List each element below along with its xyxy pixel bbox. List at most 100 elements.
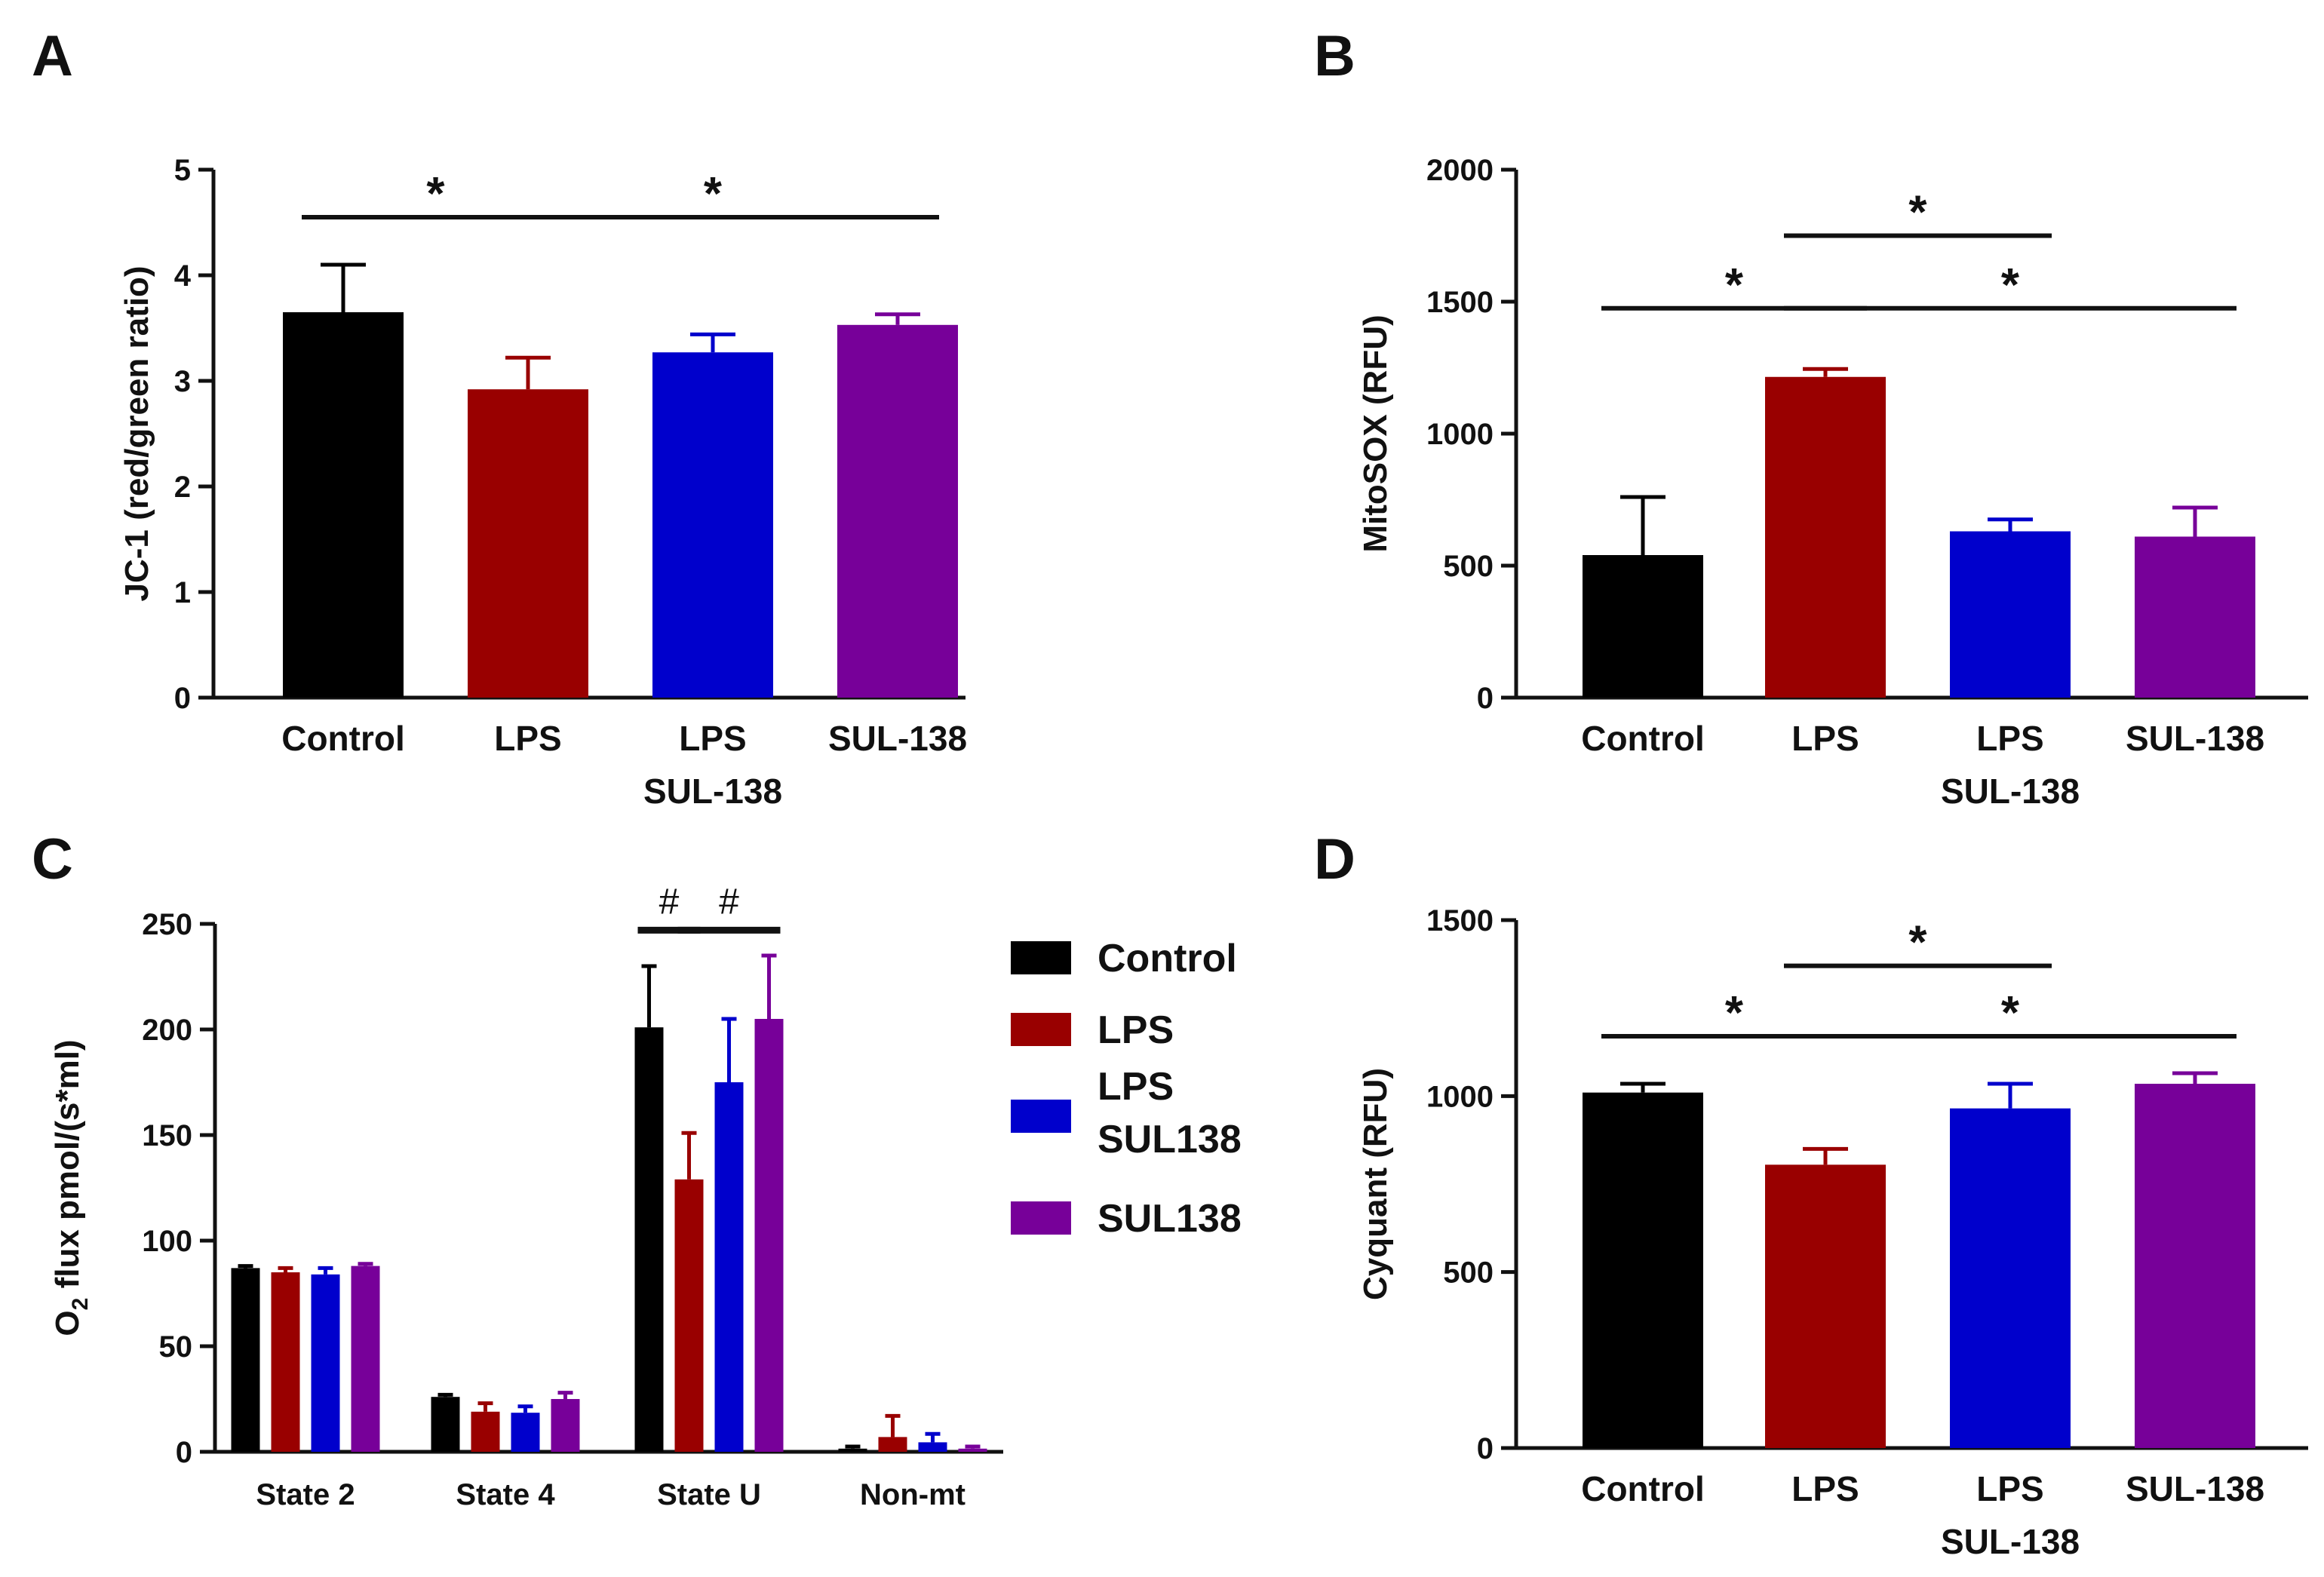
bar	[674, 1179, 704, 1452]
y-tick-label: 1500	[1426, 904, 1494, 937]
legend-label: SUL138	[1098, 1197, 1242, 1241]
legend-label: LPS	[1098, 1065, 1174, 1109]
x-category-label: LPS	[1976, 1469, 2043, 1508]
y-tick-label: 1	[174, 576, 191, 609]
bar	[283, 312, 404, 698]
x-category-label: SUL-138	[2126, 1469, 2264, 1508]
y-tick-label: 4	[174, 259, 192, 293]
bar	[511, 1413, 540, 1452]
legend-swatch	[1011, 1201, 1071, 1235]
bar	[878, 1437, 907, 1452]
significance-marker: *	[704, 168, 723, 220]
panel-c: C 0 50 100 150 200 250 O2 flux pmol/(s*ml) State…	[32, 827, 1242, 1511]
bar	[311, 1274, 340, 1452]
legend-label: SUL138	[1098, 1118, 1242, 1161]
y-tick-label: 0	[1477, 682, 1494, 715]
y-tick-label: 150	[142, 1119, 192, 1152]
x-category-label: State 4	[456, 1478, 555, 1511]
y-axis-title-main: O	[49, 1310, 86, 1336]
x-category-label: LPS	[679, 719, 746, 758]
x-category-label: LPS	[1791, 719, 1859, 758]
x-category-label: State 2	[256, 1478, 355, 1511]
x-category-label: SUL-138	[828, 719, 967, 758]
x-category-label: LPS	[1791, 1469, 1859, 1508]
bar	[918, 1442, 947, 1452]
panel-b: B 0 500 1000 1500 2000 MitoSOX (RFU) Control LPS…	[1314, 24, 2308, 811]
x-category-label: State U	[657, 1478, 761, 1511]
legend: Control LPS LPS SUL138 SUL138	[1011, 937, 1242, 1241]
y-tick-label: 2	[174, 471, 191, 504]
bar	[2135, 536, 2255, 698]
y-tick-label: 3	[174, 365, 191, 398]
bar	[1950, 1108, 2071, 1448]
legend-swatch	[1011, 941, 1071, 974]
y-tick-label: 1000	[1426, 418, 1494, 451]
significance-marker: *	[1725, 987, 1744, 1039]
y-axis-title-sub: 2	[68, 1298, 93, 1311]
significance-marker: *	[2001, 259, 2020, 311]
bar	[838, 1448, 867, 1452]
panel-letter: B	[1314, 24, 1355, 88]
y-axis-title: MitoSOX (RFU)	[1357, 314, 1394, 552]
x-category-label: Control	[281, 719, 405, 758]
x-category-label: SUL-138	[2126, 719, 2264, 758]
bar	[1583, 1092, 1703, 1448]
legend-label: Control	[1098, 937, 1237, 980]
y-tick-label: 0	[176, 1436, 192, 1469]
x-category-label: Control	[1581, 1469, 1705, 1508]
y-tick-label: 0	[1477, 1432, 1494, 1465]
y-tick-label: 5	[174, 154, 191, 187]
significance-marker: *	[1908, 187, 1927, 239]
x-category-label: SUL-138	[643, 772, 782, 811]
legend-label: LPS	[1098, 1008, 1174, 1052]
bar	[351, 1266, 380, 1452]
significance-marker: #	[719, 882, 739, 922]
x-category-label: LPS	[1976, 719, 2043, 758]
bar	[837, 324, 958, 698]
y-tick-label: 2000	[1426, 154, 1494, 187]
y-tick-label: 1000	[1426, 1080, 1494, 1113]
significance-marker: *	[1725, 259, 1744, 311]
y-tick-label: 500	[1443, 550, 1494, 583]
legend-swatch	[1011, 1013, 1071, 1046]
legend-swatch	[1011, 1100, 1071, 1133]
x-category-label: Non-mt	[860, 1478, 966, 1511]
y-tick-label: 200	[142, 1014, 192, 1047]
panel-letter: C	[32, 827, 73, 891]
y-tick-label: 50	[159, 1330, 193, 1364]
significance-marker: #	[659, 882, 680, 922]
y-axis-title: O2 flux pmol/(s*ml)	[49, 1039, 93, 1336]
bar	[714, 1082, 744, 1452]
bar	[1765, 376, 1886, 698]
panel-d: D 0 500 1000 1500 Cyquant (RFU) Control LPS LPS S…	[1314, 827, 2308, 1561]
bar	[1950, 531, 2071, 698]
x-category-label: SUL-138	[1941, 1522, 2080, 1561]
significance-marker: *	[426, 168, 445, 220]
bar	[652, 352, 773, 698]
y-tick-label: 500	[1443, 1256, 1494, 1290]
panel-letter: A	[32, 24, 73, 88]
bar	[471, 1411, 500, 1452]
y-tick-label: 100	[142, 1225, 192, 1258]
y-axis-title: JC-1 (red/green ratio)	[118, 266, 155, 602]
y-tick-label: 1500	[1426, 286, 1494, 319]
x-category-label: SUL-138	[1941, 772, 2080, 811]
y-tick-label: 250	[142, 908, 192, 941]
bar	[958, 1448, 987, 1452]
bar	[551, 1399, 580, 1452]
bar	[634, 1027, 664, 1452]
bar	[2135, 1084, 2255, 1448]
bar	[431, 1397, 460, 1452]
y-axis-title: Cyquant (RFU)	[1357, 1068, 1394, 1300]
panel-letter: D	[1314, 827, 1355, 891]
y-tick-label: 0	[174, 682, 191, 715]
x-category-label: Control	[1581, 719, 1705, 758]
x-category-label: LPS	[494, 719, 561, 758]
significance-marker: *	[2001, 987, 2020, 1039]
significance-marker: *	[1908, 917, 1927, 969]
bar	[231, 1268, 260, 1452]
bar	[1583, 555, 1703, 698]
bar	[754, 1019, 784, 1452]
bar	[468, 389, 588, 698]
